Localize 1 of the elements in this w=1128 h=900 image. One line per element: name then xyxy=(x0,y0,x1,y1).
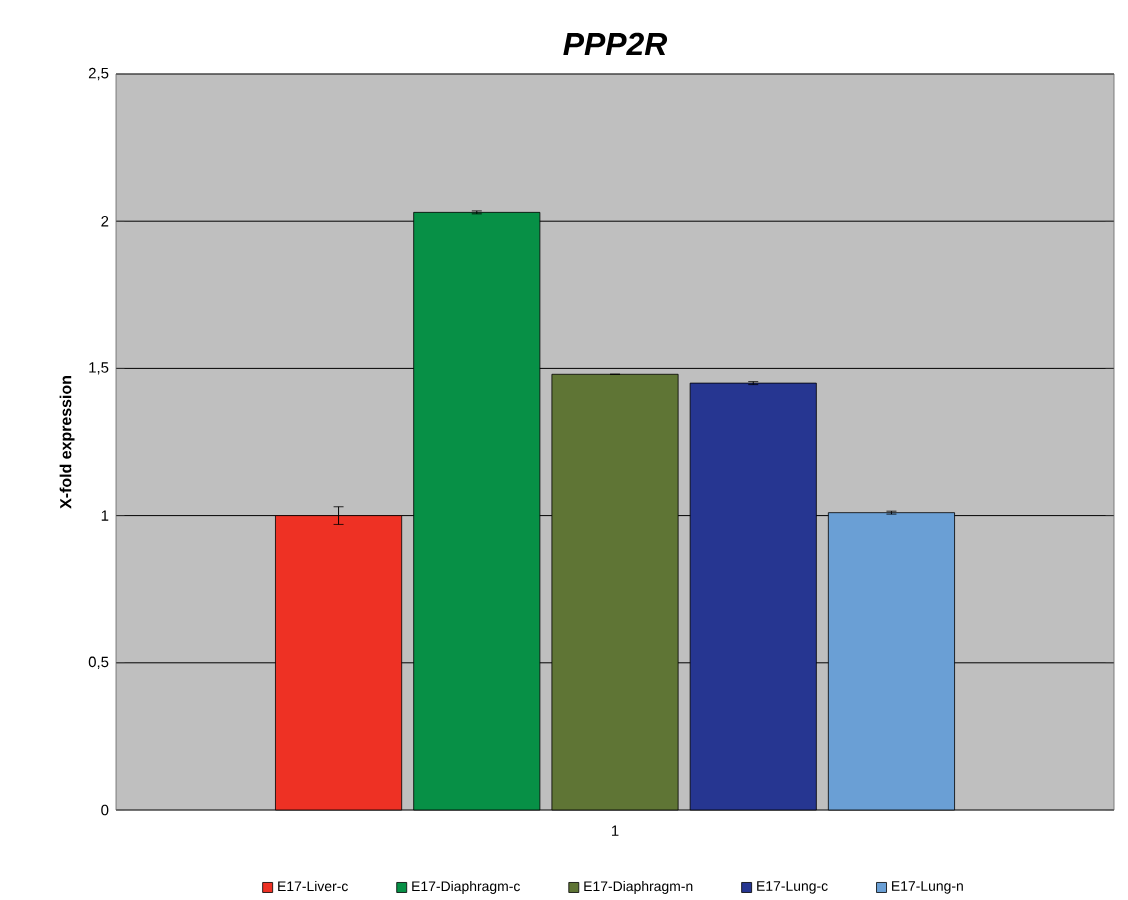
chart-title: PPP2R xyxy=(563,32,668,55)
